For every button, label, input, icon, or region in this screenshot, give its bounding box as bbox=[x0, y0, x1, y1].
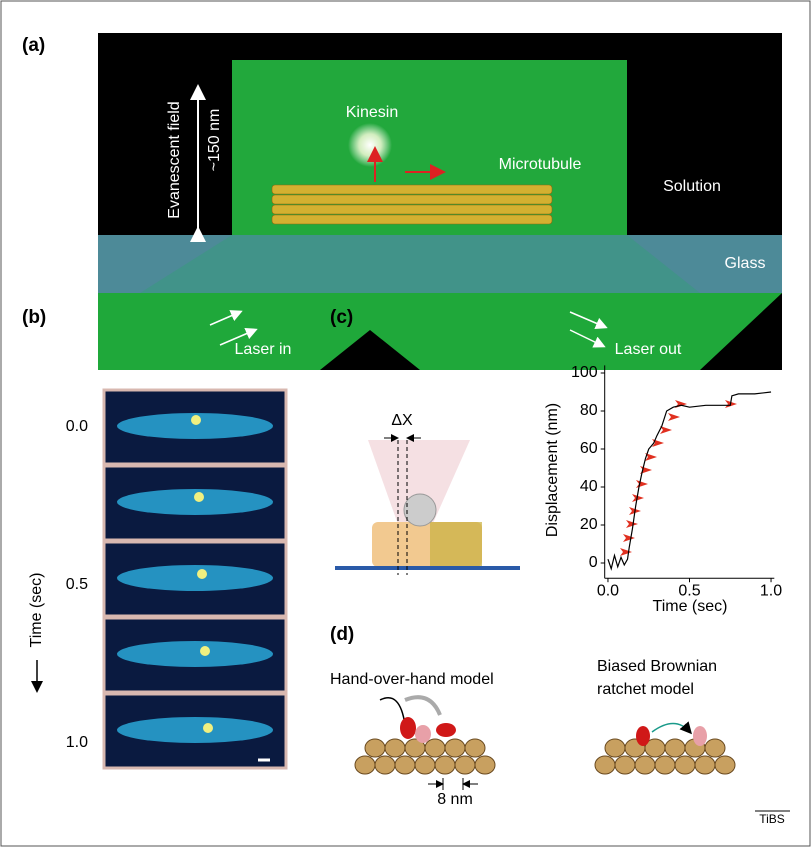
beam bbox=[140, 235, 700, 293]
fluorophore bbox=[348, 123, 392, 167]
y-tick-label: 80 bbox=[580, 402, 598, 419]
axis-label: Time (sec) bbox=[28, 573, 45, 648]
y-tick-label: 40 bbox=[580, 478, 598, 495]
head bbox=[400, 717, 416, 739]
y-tick-label: 20 bbox=[580, 516, 598, 533]
annotation: ΔX bbox=[391, 412, 413, 429]
data-line bbox=[608, 392, 771, 569]
x-tick-label: 0.0 bbox=[597, 582, 619, 599]
x-tick-label: 1.0 bbox=[760, 582, 782, 599]
microtubule-block bbox=[430, 522, 482, 567]
swing bbox=[405, 697, 440, 715]
time-label: 0.0 bbox=[66, 418, 88, 435]
head bbox=[636, 726, 650, 746]
annotation: Hand-over-hand model bbox=[330, 671, 494, 688]
panel-a: (a) Kinesin Microtubule Solution Glass L… bbox=[22, 33, 782, 370]
kinesin-spot bbox=[200, 646, 210, 656]
panel-label: (b) bbox=[22, 307, 46, 328]
time-label: 0.5 bbox=[66, 576, 88, 593]
annotation: Kinesin bbox=[346, 104, 398, 121]
footer: TiBS bbox=[759, 812, 785, 826]
annotation: ~150 nm bbox=[206, 109, 223, 172]
microtubule-image bbox=[117, 717, 273, 743]
microtubule-beads bbox=[355, 739, 735, 774]
annotation: Microtubule bbox=[499, 156, 582, 173]
annotation: Biased Brownian bbox=[597, 658, 717, 675]
panel-label: (c) bbox=[330, 307, 353, 328]
y-tick-label: 0 bbox=[589, 554, 598, 571]
annotation: 8 nm bbox=[437, 791, 473, 808]
neck bbox=[380, 698, 405, 725]
kinesin-spot bbox=[203, 723, 213, 733]
annotation: Laser in bbox=[235, 341, 292, 358]
head bbox=[415, 725, 431, 743]
annotation: Laser out bbox=[615, 341, 682, 358]
annotation: ratchet model bbox=[597, 681, 694, 698]
panel-d: (d) Hand-over-hand model Biased Brownian… bbox=[330, 624, 735, 808]
microtubule-image bbox=[117, 641, 273, 667]
panel-b: (b) Time (sec) 0.0 0.5 1.0 bbox=[22, 307, 286, 768]
head bbox=[436, 723, 456, 737]
head bbox=[693, 726, 707, 746]
y-tick-label: 100 bbox=[571, 364, 598, 381]
annotation: Solution bbox=[663, 178, 721, 195]
panel-label: (d) bbox=[330, 624, 354, 645]
microtubule-image bbox=[117, 489, 273, 515]
microtubule-image bbox=[117, 565, 273, 591]
x-axis-label: Time (sec) bbox=[653, 598, 728, 615]
time-label: 1.0 bbox=[66, 734, 88, 751]
kinesin-spot bbox=[194, 492, 204, 502]
diffusion-arrow bbox=[652, 724, 690, 733]
figure: (a) Kinesin Microtubule Solution Glass L… bbox=[0, 0, 811, 847]
y-axis-label: Displacement (nm) bbox=[544, 403, 561, 537]
kinesin-spot bbox=[197, 569, 207, 579]
annotation: Evanescent field bbox=[166, 101, 183, 218]
y-tick-label: 60 bbox=[580, 440, 598, 457]
laser-region bbox=[98, 293, 782, 370]
bead bbox=[404, 494, 436, 526]
panel-label: (a) bbox=[22, 35, 45, 56]
step-markers bbox=[620, 400, 737, 556]
annotation: Glass bbox=[725, 255, 766, 272]
chart: Time (sec) Displacement (nm) 0 20 40 60 80 10… bbox=[544, 364, 782, 615]
kinesin-spot bbox=[191, 415, 201, 425]
x-tick-label: 0.5 bbox=[678, 582, 700, 599]
